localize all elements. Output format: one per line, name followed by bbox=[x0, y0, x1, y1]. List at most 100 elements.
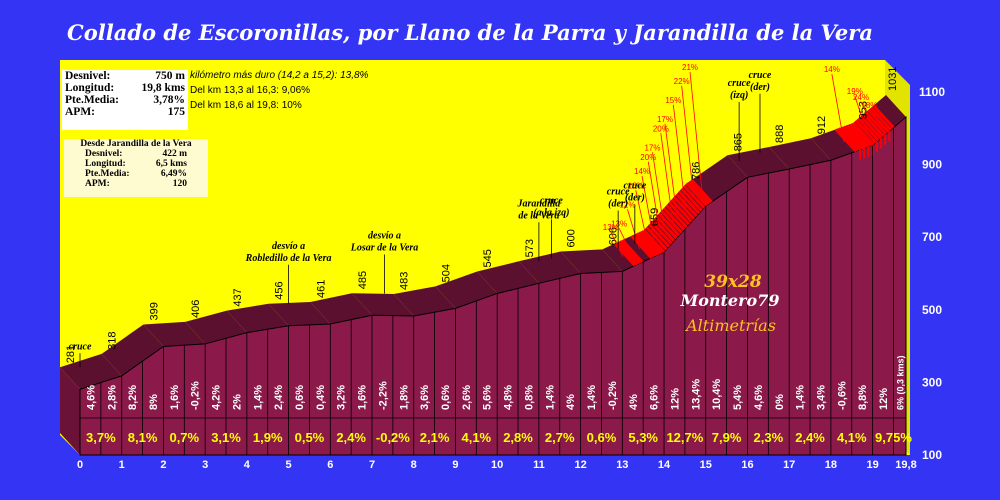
chart-title: Collado de Escoronillas, por Llano de la… bbox=[67, 20, 873, 45]
steep-segment-mark bbox=[872, 104, 895, 129]
percent-leader-line bbox=[610, 231, 624, 257]
km-average-label: 2,7% bbox=[545, 430, 575, 445]
altitude-label: 485 bbox=[357, 271, 369, 289]
halfkm-gradient-label: 3,6% bbox=[419, 385, 431, 410]
altitude-label: 437 bbox=[232, 288, 244, 306]
percent-leader-line bbox=[618, 228, 632, 253]
x-tick-label: 2 bbox=[160, 459, 166, 471]
annotation-label: cruce bbox=[623, 181, 646, 192]
halfkm-gradient-label: 2,4% bbox=[273, 385, 285, 410]
altitude-label: 483 bbox=[399, 272, 411, 290]
halfkm-gradient-label: 4% bbox=[628, 394, 640, 410]
steep-segment-mark bbox=[862, 113, 885, 138]
profile-top-segment bbox=[226, 303, 289, 333]
annotation-label: Jarandilla bbox=[516, 198, 560, 209]
steep-percent-label: 18% bbox=[861, 101, 877, 110]
steep-percent-label: 13% bbox=[603, 223, 619, 232]
halfkm-gradient-label: 0,6% bbox=[440, 385, 452, 410]
halfkm-gradient-label: -2,2% bbox=[377, 381, 389, 410]
percent-leader-line bbox=[831, 73, 845, 143]
steep-segment-mark bbox=[839, 126, 863, 151]
note-stretch-2: Del km 18,6 al 19,8: 10% bbox=[190, 100, 302, 111]
x-tick-label: 15 bbox=[700, 459, 712, 471]
steep-segment-mark bbox=[854, 119, 878, 144]
altitude-label: 953 bbox=[858, 101, 870, 119]
halfkm-gradient-label: 1,8% bbox=[398, 385, 410, 410]
x-tick-label: 3 bbox=[202, 459, 208, 471]
profile-top-segment bbox=[101, 324, 164, 376]
halfkm-gradient-label: 2% bbox=[231, 394, 243, 410]
km-average-label: 2,8% bbox=[503, 430, 533, 445]
steep-segment-mark bbox=[667, 201, 691, 226]
profile-top-segment bbox=[143, 321, 206, 347]
altitude-label: 406 bbox=[190, 300, 202, 318]
halfkm-gradient-label: 3,2% bbox=[336, 385, 348, 410]
altitude-label: 504 bbox=[440, 264, 452, 282]
halfkm-gradient-label: 10,4% bbox=[711, 379, 723, 410]
altitude-label: 888 bbox=[774, 125, 786, 143]
watermark-size: 39x28 bbox=[704, 272, 762, 292]
annotation-label: desvío a bbox=[272, 241, 305, 252]
steep-segment-mark bbox=[859, 115, 883, 140]
halfkm-gradient-label: 1,4% bbox=[252, 385, 264, 410]
altitude-label: 912 bbox=[816, 116, 828, 134]
km-average-label: 5,3% bbox=[628, 430, 658, 445]
steep-percent-label: 14% bbox=[824, 65, 840, 74]
halfkm-gradient-label: 0,8% bbox=[523, 385, 535, 410]
altitude-label: 456 bbox=[274, 281, 286, 299]
altitude-label: 573 bbox=[524, 239, 536, 257]
annotation-label: cruce bbox=[749, 70, 772, 81]
stats-jarandilla-box: Desde Jarandilla de la Vera Desnivel: 422… bbox=[64, 139, 208, 197]
steep-percent-label: 20% bbox=[640, 153, 656, 162]
steep-segment-mark bbox=[662, 206, 686, 231]
halfkm-gradient-label: 4,6% bbox=[85, 385, 97, 410]
steep-percent-label: 13% bbox=[611, 219, 627, 228]
altitude-label: 600 bbox=[566, 229, 578, 247]
km-average-label: 7,9% bbox=[712, 430, 742, 445]
annotation-label: de la Vera bbox=[518, 210, 559, 221]
percent-leader-line bbox=[672, 104, 686, 208]
steep-percent-label: 20% bbox=[653, 124, 669, 133]
steep-segment-mark bbox=[675, 193, 698, 218]
steep-segment-mark bbox=[645, 226, 668, 251]
annotation-label: (der) bbox=[625, 193, 645, 204]
altitude-label: 461 bbox=[315, 280, 327, 298]
note-stretch-1: Del km 13,3 al 16,3: 9,06% bbox=[190, 85, 311, 96]
steep-segment-mark bbox=[621, 239, 644, 264]
profile-top-segment bbox=[310, 293, 373, 324]
altitude-label: 606 bbox=[607, 227, 619, 245]
annotation-label: cruce bbox=[728, 78, 751, 89]
stat-desnivel: 750 m bbox=[155, 70, 185, 82]
steep-segment-mark bbox=[842, 125, 865, 150]
steep-segment-mark bbox=[618, 240, 641, 265]
steep-percent-label: 14% bbox=[634, 167, 650, 176]
profile-top-segment bbox=[435, 271, 498, 309]
altitude-label: 399 bbox=[148, 302, 160, 320]
annotation-label: (der) bbox=[608, 199, 628, 210]
annotation-label: Robledillo de la Vera bbox=[245, 253, 332, 264]
km-average-label: 9,75% bbox=[875, 430, 912, 445]
halfkm-gradient-label: 0% bbox=[774, 394, 786, 410]
halfkm-gradient-label: 2,8% bbox=[106, 385, 118, 410]
halfkm-gradient-label: 4,8% bbox=[503, 385, 515, 410]
halfkm-gradient-label: 1,6% bbox=[169, 385, 181, 410]
x-tick-label: 1 bbox=[119, 459, 125, 471]
y-tick-label: 900 bbox=[922, 158, 942, 172]
steep-segment-mark bbox=[834, 128, 858, 153]
steep-segment-mark bbox=[640, 230, 663, 255]
percent-leader-line bbox=[660, 133, 674, 222]
steep-segment-mark bbox=[660, 209, 683, 234]
km-average-label: 4,1% bbox=[837, 430, 867, 445]
steep-segment-mark bbox=[680, 187, 703, 212]
steep-segment-mark bbox=[844, 124, 868, 149]
y-tick-label: 100 bbox=[922, 448, 942, 462]
profile-top-segment bbox=[518, 251, 581, 284]
km-average-label: 0,7% bbox=[169, 430, 199, 445]
percent-leader-line bbox=[664, 123, 678, 217]
steep-segment-mark bbox=[852, 121, 875, 146]
y-tick-label: 500 bbox=[922, 303, 942, 317]
profile-top-segment bbox=[268, 301, 331, 326]
steep-segment-mark bbox=[677, 190, 701, 215]
annotation-label: cruce bbox=[607, 187, 630, 198]
